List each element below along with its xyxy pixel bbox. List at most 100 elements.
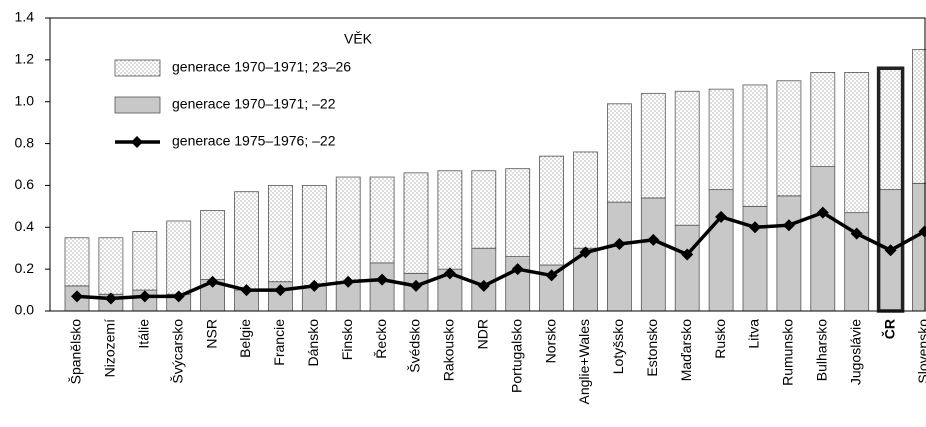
y-tick-label: 0.4	[15, 218, 35, 234]
line-marker	[477, 279, 490, 292]
x-tick-label: Belgie	[237, 319, 253, 358]
bar-segment	[708, 88, 734, 191]
line-marker	[240, 284, 253, 297]
x-tick-label: Švédsko	[407, 319, 423, 373]
bar-segment	[166, 220, 192, 295]
x-tick-label: Španělsko	[68, 319, 84, 385]
legend-label: generace 1970–1971; –22	[172, 96, 336, 112]
line-marker	[918, 225, 926, 238]
bar-segment	[64, 237, 90, 287]
x-tick-label: Portugalsko	[508, 319, 524, 393]
y-tick-label: 1.4	[15, 9, 35, 25]
legend-title: VĚK	[344, 31, 373, 47]
bar-segment	[505, 168, 531, 257]
bar-segment	[776, 80, 802, 197]
bar-segment	[640, 92, 666, 199]
x-tick-label: Švýcarsko	[169, 319, 185, 384]
bar-segment	[437, 170, 463, 270]
bar-segment	[301, 285, 327, 312]
y-tick-label: 0.6	[15, 176, 35, 192]
line-marker	[850, 227, 863, 240]
x-tick-label: Anglie+Wales	[576, 319, 592, 404]
legend-label: generace 1970–1971; 23–26	[172, 59, 351, 75]
bar-segment	[878, 67, 903, 191]
x-tick-label: Dánsko	[305, 319, 321, 367]
bar-segment	[912, 182, 926, 312]
y-tick-label: 0.2	[15, 260, 35, 276]
bar-segment	[810, 72, 836, 167]
x-tick-label: Estonsko	[644, 319, 660, 377]
line-marker	[308, 279, 321, 292]
x-tick-label: Bulharsko	[814, 319, 830, 381]
line-marker	[342, 275, 355, 288]
x-tick-label: Finsko	[339, 319, 355, 360]
line-marker	[274, 284, 287, 297]
x-tick-label: Francie	[271, 319, 287, 366]
line-marker	[104, 292, 117, 305]
x-tick-label: Rumunsko	[780, 319, 796, 386]
x-tick-label: Itálie	[136, 319, 152, 349]
y-tick-label: 1.2	[15, 51, 35, 67]
bar-segment	[776, 195, 802, 312]
x-tick-label: Slovensko	[915, 319, 926, 384]
bar-segment	[912, 48, 926, 184]
y-tick-label: 1.0	[15, 92, 35, 108]
legend-swatch	[114, 59, 161, 77]
bar-segment	[640, 197, 666, 312]
legend-marker	[131, 136, 143, 148]
x-tick-label: Nizozemí	[102, 319, 118, 377]
bar-segment	[674, 90, 700, 226]
x-tick-label: NSR	[203, 319, 219, 349]
bar-segment	[234, 191, 259, 291]
plot-frame	[49, 17, 926, 312]
bar-segment	[335, 281, 361, 312]
bar-segment	[403, 272, 429, 312]
line-marker	[613, 238, 626, 251]
line-marker	[443, 267, 456, 280]
x-tick-label: Litva	[746, 319, 762, 349]
x-tick-label: NDR	[475, 319, 491, 349]
line-marker	[715, 210, 728, 223]
line-marker	[511, 263, 524, 276]
line-marker	[138, 290, 151, 303]
bar-segment	[471, 247, 497, 312]
line-marker	[647, 233, 660, 246]
line-marker	[206, 275, 219, 288]
x-tick-label: Jugoslávie	[847, 319, 863, 385]
line-marker	[579, 246, 592, 259]
bar-segment	[132, 231, 158, 291]
x-tick-label: Norsko	[542, 319, 558, 364]
bar-segment	[98, 237, 124, 295]
line-marker	[376, 273, 389, 286]
bar-segment	[369, 176, 395, 264]
x-tick-label: Lotyšsko	[610, 319, 626, 374]
line-marker	[782, 219, 795, 232]
y-tick-label: 0.8	[15, 134, 35, 150]
x-tick-label: Řecko	[373, 319, 389, 359]
line-marker	[681, 248, 694, 261]
bar-segment	[810, 166, 836, 312]
bar-segment	[301, 185, 327, 287]
bar-segment	[742, 84, 768, 207]
bar-segment	[674, 224, 700, 312]
bar-segment	[573, 151, 598, 249]
bar-segment	[369, 262, 395, 312]
line-marker	[816, 206, 829, 219]
line-marker	[172, 290, 185, 303]
x-tick-label: Maďarsko	[678, 319, 694, 382]
x-tick-label: ČR	[880, 319, 897, 339]
bar-segment	[607, 201, 632, 312]
line-marker	[884, 244, 897, 257]
line-marker	[545, 269, 558, 282]
bar-segment	[539, 155, 564, 266]
legend-swatch	[114, 96, 161, 114]
line-marker	[71, 290, 83, 303]
bar-segment	[335, 176, 361, 283]
bar-segment	[200, 210, 226, 281]
y-tick-label: 0.0	[15, 302, 35, 318]
bar-segment	[267, 185, 293, 283]
line-marker	[749, 221, 761, 234]
bar-segment	[607, 103, 632, 203]
bar-segment	[844, 72, 870, 214]
